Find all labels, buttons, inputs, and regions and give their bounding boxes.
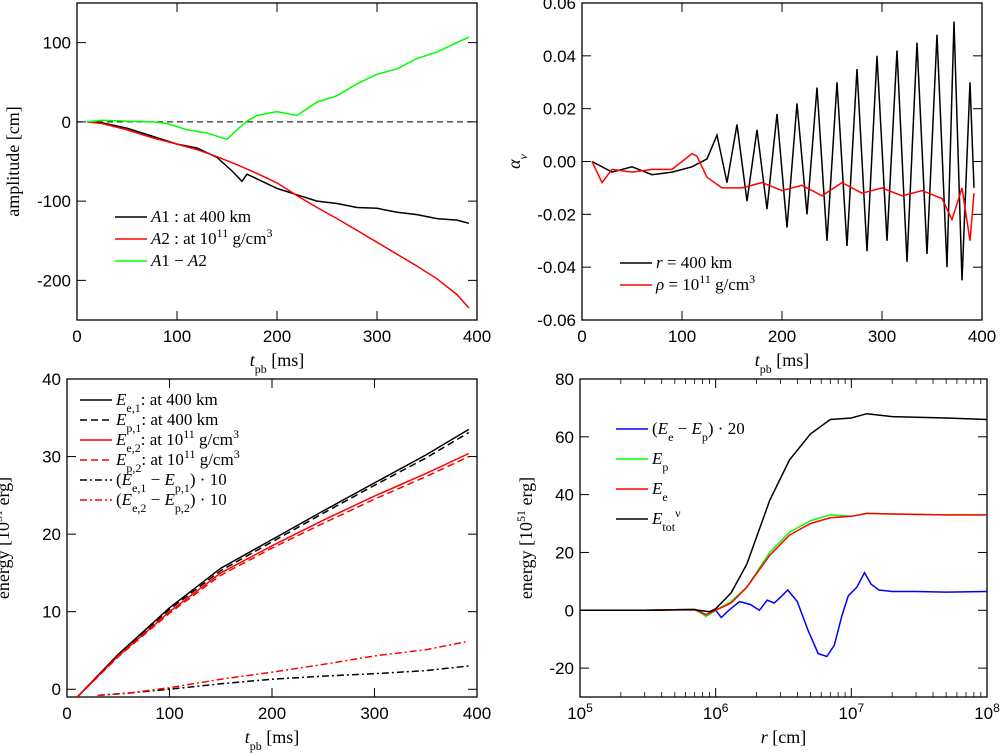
series-line-0 <box>76 428 470 698</box>
legend-label-4: (Ee,1 − Ep,1) · 10 <box>116 470 227 495</box>
legend-label-0: r = 400 km <box>656 253 732 272</box>
series-line-4 <box>97 665 469 697</box>
y-axis-title: energy [1051 erg] <box>514 477 536 599</box>
x-axis-title: tpb [ms] <box>250 350 305 376</box>
x-tick-label: 106 <box>703 701 729 723</box>
x-tick-label: 100 <box>155 704 183 723</box>
x-tick-label: 200 <box>768 327 796 346</box>
y-tick-label: 20 <box>42 525 61 544</box>
series-line-2 <box>76 452 470 698</box>
x-tick-label: 300 <box>363 327 391 346</box>
legend-label-1: Ep <box>651 449 668 474</box>
series-line-2 <box>86 36 470 141</box>
legend-label-0: (Ee − Ep) · 20 <box>652 419 745 444</box>
x-tick-label: 300 <box>868 327 896 346</box>
legend-label-2: Ee <box>651 479 668 504</box>
x-axis-title: tpb [ms] <box>755 350 810 376</box>
panel-top-right: 0 100 200 300 400 -0.06 -0.04 -0.02 0.00 0.02 0.04… <box>504 0 996 376</box>
y-tick-label: 0 <box>565 601 574 620</box>
series-line-0 <box>580 571 988 658</box>
plot-frame <box>579 378 988 698</box>
y-tick-label: -0.06 <box>537 311 576 330</box>
legend-label-1: Ep,1: at 400 km <box>115 410 218 435</box>
series-line-0 <box>86 121 470 225</box>
legend-label-1: ρ = 1011 g/cm3 <box>655 272 755 294</box>
x-axis-title: r [cm] <box>761 727 807 747</box>
y-tick-label: -100 <box>37 192 71 211</box>
y-axis-title: energy [1051 erg] <box>0 477 13 599</box>
x-tick-label: 200 <box>258 704 286 723</box>
panel-bottom-right: 105 106 107 108 -20 0 20 40 60 80 r [cm] energy [10… <box>514 370 1000 747</box>
legend-label-0: A1 : at 400 km <box>150 207 251 226</box>
legend-label-5: (Ee,2 − Ep,2) · 10 <box>116 490 227 515</box>
x-tick-label: 300 <box>360 704 388 723</box>
x-tick-label: 200 <box>263 327 291 346</box>
legend-label-0: Ee,1: at 400 km <box>115 390 218 415</box>
y-axis-title: amplitude [cm] <box>3 106 23 216</box>
y-tick-label: 0 <box>52 680 61 699</box>
y-tick-label: 40 <box>555 486 574 505</box>
x-tick-label: 108 <box>974 701 1000 723</box>
series-line-0 <box>591 21 975 281</box>
series-line-2 <box>580 512 987 616</box>
series-line-3 <box>76 455 470 698</box>
series-line-3 <box>580 412 988 613</box>
legend-label-2: Ee,2: at 1011 g/cm3 <box>115 427 239 455</box>
y-tick-label: 0.04 <box>543 47 576 66</box>
y-axis-title: αν <box>504 153 530 168</box>
x-tick-label: 0 <box>62 704 71 723</box>
y-tick-label: 20 <box>555 543 574 562</box>
series-line-1 <box>591 152 975 241</box>
series-line-1 <box>86 121 470 309</box>
x-tick-label: 100 <box>668 327 696 346</box>
y-tick-label: 10 <box>42 603 61 622</box>
y-tick-label: 80 <box>555 370 574 389</box>
y-tick-label: 0.06 <box>543 0 576 13</box>
x-tick-label: 107 <box>839 701 865 723</box>
legend: r = 400 kmρ = 1011 g/cm3 <box>620 253 755 294</box>
legend-label-2: A1 − A2 <box>150 251 207 270</box>
x-tick-label: 0 <box>72 327 81 346</box>
y-tick-label: 0.02 <box>543 100 576 119</box>
y-tick-label: 30 <box>42 448 61 467</box>
y-tick-label: -200 <box>37 271 71 290</box>
legend-label-1: A2 : at 1011 g/cm3 <box>150 226 272 248</box>
y-tick-label: 60 <box>555 428 574 447</box>
legend-label-3: Ep,2: at 1011 g/cm3 <box>115 447 240 475</box>
series-line-1 <box>76 431 470 698</box>
x-tick-label: 400 <box>463 327 491 346</box>
series-line-1 <box>580 512 987 617</box>
y-tick-label: -0.02 <box>537 205 576 224</box>
y-tick-label: -0.04 <box>537 258 576 277</box>
x-tick-label: 100 <box>163 327 191 346</box>
plot-frame <box>76 2 478 321</box>
series-line-5 <box>97 640 469 697</box>
x-tick-label: 400 <box>463 704 491 723</box>
panel-bottom-left: 0 100 200 300 400 0 10 20 30 40 tpb [ms] energy [10… <box>0 370 491 753</box>
x-tick-label: 400 <box>968 327 996 346</box>
x-tick-label: 105 <box>567 701 593 723</box>
x-axis-title: tpb [ms] <box>245 727 300 753</box>
legend-label-3: Etotν <box>651 506 681 534</box>
y-tick-label: 40 <box>42 370 61 389</box>
y-tick-label: 100 <box>43 34 71 53</box>
y-tick-label: -20 <box>549 659 574 678</box>
panel-top-left: 0 100 200 300 400 -200 -100 0 100 tpb [ms] amplitu… <box>3 2 491 376</box>
y-tick-label: 0 <box>62 113 71 132</box>
y-tick-label: 0.00 <box>543 153 576 172</box>
x-tick-label: 0 <box>577 327 586 346</box>
